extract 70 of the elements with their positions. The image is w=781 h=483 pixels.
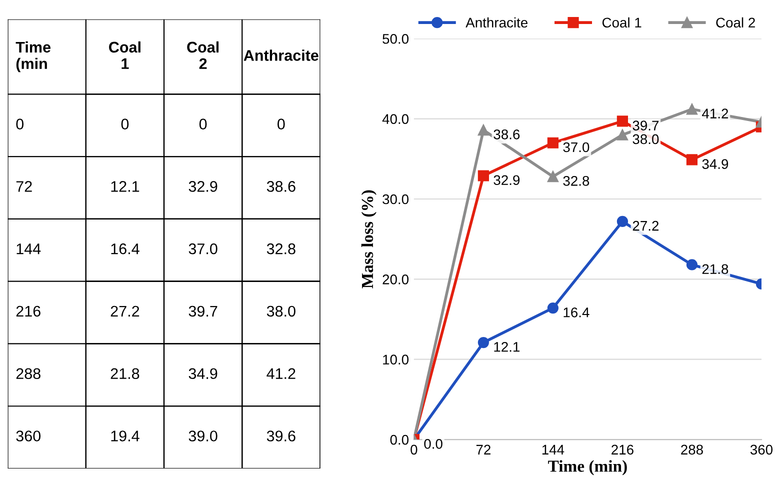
data-label: 21.8 [702,264,728,274]
data-label: 39.0 [188,430,218,442]
data-label: 19.4 [111,430,140,442]
data-label: 27.2 [632,220,659,231]
data-label: 38.6 [266,181,296,192]
data-label: 34.9 [188,368,218,380]
x-tick-label: 72 [476,444,490,454]
data-label: 38.0 [632,134,659,144]
x-tick-label: 216 [612,444,634,455]
point [478,124,489,136]
data-label: 39.7 [632,120,659,131]
y-tick-label: 0 [16,118,24,130]
data-label: 27.2 [110,306,140,316]
data-label: 38.6 [494,129,520,140]
point [547,170,559,182]
point [616,129,628,140]
y-axis-title: Time (min [16,41,50,72]
data-label: 0 [121,118,129,130]
data-label: 0 [199,118,207,130]
data-label: 0.0 [424,438,442,449]
data-label: 0 [278,118,285,130]
y-tick-label: 40.0 [382,114,409,124]
x-tick-label: Coal 2 [187,41,219,69]
data-label: 34.9 [702,159,728,169]
data-label: 32.9 [494,175,520,186]
point [686,154,698,166]
point [616,116,628,127]
x-axis-title: Time (min) [548,460,627,476]
legend-label: Coal 1 [602,17,642,28]
y-tick-label: 20.0 [382,274,409,284]
data-label: 21.8 [110,368,140,380]
data-label: 12.1 [494,342,520,352]
y-tick-label: 144 [16,244,41,254]
x-tick-label: 288 [681,444,703,455]
y-tick-label: 0.0 [390,434,409,445]
point [547,302,559,314]
y-tick-label: 10.0 [383,354,409,365]
y-tick-label: 360 [16,430,41,442]
y-axis-title: Mass loss (%) [361,190,376,288]
x-tick-label: 0 [410,444,418,455]
legend-label: Coal 2 [716,17,755,28]
data-label: 16.4 [564,307,590,318]
x-tick-label: 360 [750,444,773,455]
data-label: 37.0 [563,142,590,152]
data-label: 41.2 [702,108,728,118]
point [686,259,698,270]
point [478,336,489,348]
data-label: 39.6 [266,430,296,442]
y-tick-label: 72 [16,181,32,192]
legend-label: Anthracite [466,17,528,28]
x-tick-label: Anthracite [244,50,318,61]
y-tick-label: 288 [16,368,40,380]
data-label: 39.7 [188,306,218,317]
data-label: 32.8 [266,243,296,254]
data-label: 37.0 [188,243,218,254]
data-label: 12.1 [111,181,140,192]
data-label: 32.9 [188,181,218,192]
point [478,170,489,182]
y-tick-label: 30.0 [382,194,409,204]
y-tick-label: 216 [16,306,40,317]
data-label: 32.8 [563,176,590,186]
data-label: 38.0 [266,306,296,317]
point [686,104,698,115]
data-label: 41.2 [266,368,296,379]
x-tick-label: Coal 1 [109,41,140,69]
data-label: 16.4 [111,243,140,254]
point [547,137,559,148]
x-tick-label: 144 [542,444,564,454]
point [616,216,628,227]
y-tick-label: 50.0 [382,34,409,44]
